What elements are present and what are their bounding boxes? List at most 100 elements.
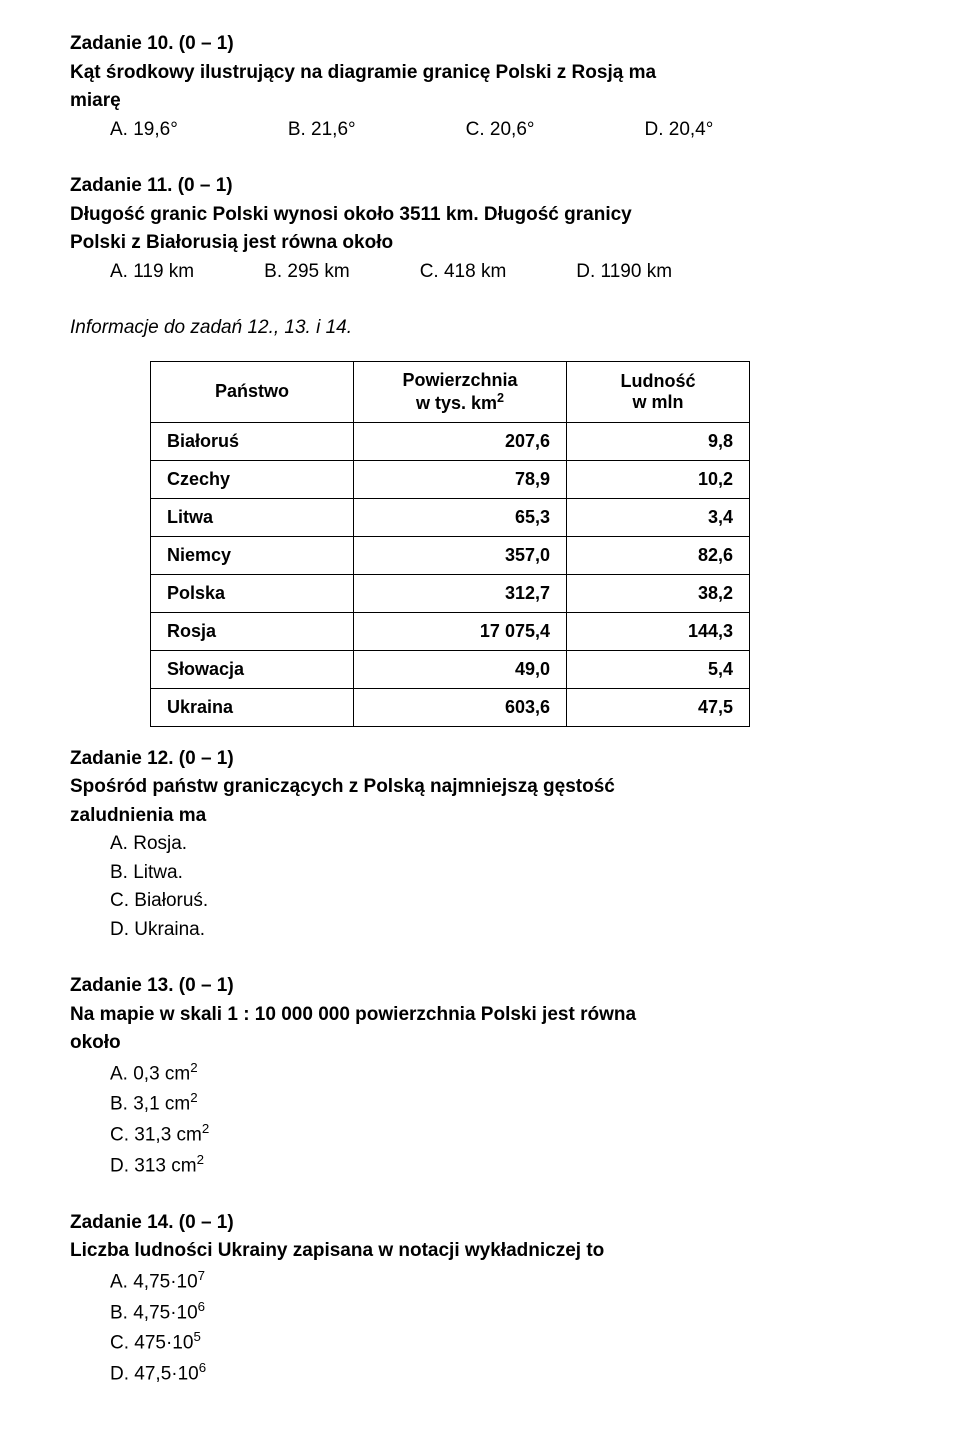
task-10-opt-b: B. 21,6° bbox=[288, 116, 356, 145]
opt-d-sup: 2 bbox=[197, 1152, 204, 1167]
opt-b-pre: B. 3,1 cm bbox=[110, 1094, 190, 1115]
table-row: Słowacja 49,0 5,4 bbox=[151, 650, 750, 688]
cell-area: 17 075,4 bbox=[354, 612, 567, 650]
th-pop-l1: Ludność bbox=[621, 371, 696, 391]
cell-pop: 9,8 bbox=[567, 422, 750, 460]
page: Zadanie 10. (0 – 1) Kąt środkowy ilustru… bbox=[0, 0, 960, 1447]
task-13-opt-c: C. 31,3 cm2 bbox=[110, 1119, 890, 1150]
task-11-opt-a: A. 119 km bbox=[110, 258, 194, 287]
table-row: Białoruś 207,6 9,8 bbox=[151, 422, 750, 460]
task-13-options: A. 0,3 cm2 B. 3,1 cm2 C. 31,3 cm2 D. 313… bbox=[110, 1058, 890, 1181]
task-14-opt-a: A. 4,75·107 bbox=[110, 1266, 890, 1297]
opt-b-sup: 6 bbox=[198, 1299, 205, 1314]
task-10-title: Zadanie 10. (0 – 1) bbox=[70, 30, 890, 59]
task-11-opt-b: B. 295 km bbox=[264, 258, 350, 287]
cell-country: Białoruś bbox=[151, 422, 354, 460]
task-13-opt-a: A. 0,3 cm2 bbox=[110, 1058, 890, 1089]
task-10-body-l2: miarę bbox=[70, 87, 890, 116]
cell-area: 603,6 bbox=[354, 688, 567, 726]
opt-c-sup: 5 bbox=[193, 1329, 200, 1344]
cell-country: Ukraina bbox=[151, 688, 354, 726]
task-14-opt-d: D. 47,5·106 bbox=[110, 1358, 890, 1389]
th-pop: Ludność w mln bbox=[567, 361, 750, 422]
task-13-body-l1: Na mapie w skali 1 : 10 000 000 powierzc… bbox=[70, 1001, 890, 1030]
opt-a-sup: 7 bbox=[198, 1268, 205, 1283]
th-country: Państwo bbox=[151, 361, 354, 422]
task-14-body: Liczba ludności Ukrainy zapisana w notac… bbox=[70, 1237, 890, 1266]
task-12-opt-b: B. Litwa. bbox=[110, 859, 890, 888]
th-area-sup: 2 bbox=[497, 391, 504, 405]
table-row: Litwa 65,3 3,4 bbox=[151, 498, 750, 536]
task-10-opt-a: A. 19,6° bbox=[110, 116, 178, 145]
task-10-body-l1: Kąt środkowy ilustrujący na diagramie gr… bbox=[70, 59, 890, 88]
cell-country: Słowacja bbox=[151, 650, 354, 688]
table-row: Niemcy 357,0 82,6 bbox=[151, 536, 750, 574]
cell-pop: 3,4 bbox=[567, 498, 750, 536]
task-11: Zadanie 11. (0 – 1) Długość granic Polsk… bbox=[70, 172, 890, 286]
task-12-opt-a: A. Rosja. bbox=[110, 830, 890, 859]
opt-c-pre: C. 475·10 bbox=[110, 1333, 193, 1354]
cell-pop: 144,3 bbox=[567, 612, 750, 650]
cell-pop: 10,2 bbox=[567, 460, 750, 498]
opt-a-sup: 2 bbox=[190, 1060, 197, 1075]
task-11-opt-c: C. 418 km bbox=[420, 258, 507, 287]
opt-b-pre: B. 4,75·10 bbox=[110, 1302, 198, 1323]
opt-c-sup: 2 bbox=[202, 1121, 209, 1136]
task-14-options: A. 4,75·107 B. 4,75·106 C. 475·105 D. 47… bbox=[110, 1266, 890, 1389]
task-12-body-l1: Spośród państw graniczących z Polską naj… bbox=[70, 773, 890, 802]
task-10-opt-d: D. 20,4° bbox=[644, 116, 713, 145]
cell-country: Rosja bbox=[151, 612, 354, 650]
cell-area: 207,6 bbox=[354, 422, 567, 460]
table-row: Rosja 17 075,4 144,3 bbox=[151, 612, 750, 650]
table-row: Polska 312,7 38,2 bbox=[151, 574, 750, 612]
table-row: Ukraina 603,6 47,5 bbox=[151, 688, 750, 726]
task-11-title: Zadanie 11. (0 – 1) bbox=[70, 172, 890, 201]
th-area: Powierzchnia w tys. km2 bbox=[354, 361, 567, 422]
opt-d-pre: D. 47,5·10 bbox=[110, 1364, 199, 1385]
th-pop-l2: w mln bbox=[632, 392, 683, 412]
task-14-opt-b: B. 4,75·106 bbox=[110, 1297, 890, 1328]
task-11-body-l1: Długość granic Polski wynosi około 3511 … bbox=[70, 201, 890, 230]
cell-pop: 47,5 bbox=[567, 688, 750, 726]
cell-country: Niemcy bbox=[151, 536, 354, 574]
cell-area: 357,0 bbox=[354, 536, 567, 574]
task-13: Zadanie 13. (0 – 1) Na mapie w skali 1 :… bbox=[70, 972, 890, 1181]
task-12-title: Zadanie 12. (0 – 1) bbox=[70, 745, 890, 774]
task-11-body-l2: Polski z Białorusią jest równa około bbox=[70, 229, 890, 258]
table-header-row: Państwo Powierzchnia w tys. km2 Ludność … bbox=[151, 361, 750, 422]
th-area-l1: Powierzchnia bbox=[402, 370, 517, 390]
cell-country: Polska bbox=[151, 574, 354, 612]
task-12-opt-c: C. Białoruś. bbox=[110, 887, 890, 916]
task-12: Zadanie 12. (0 – 1) Spośród państw grani… bbox=[70, 745, 890, 945]
cell-area: 49,0 bbox=[354, 650, 567, 688]
task-12-options: A. Rosja. B. Litwa. C. Białoruś. D. Ukra… bbox=[110, 830, 890, 944]
cell-country: Litwa bbox=[151, 498, 354, 536]
task-10: Zadanie 10. (0 – 1) Kąt środkowy ilustru… bbox=[70, 30, 890, 144]
task-14-title: Zadanie 14. (0 – 1) bbox=[70, 1209, 890, 1238]
cell-area: 65,3 bbox=[354, 498, 567, 536]
opt-a-pre: A. 4,75·10 bbox=[110, 1271, 198, 1292]
cell-area: 78,9 bbox=[354, 460, 567, 498]
task-13-body-l2: około bbox=[70, 1029, 890, 1058]
task-14-opt-c: C. 475·105 bbox=[110, 1327, 890, 1358]
cell-pop: 5,4 bbox=[567, 650, 750, 688]
task-12-opt-d: D. Ukraina. bbox=[110, 916, 890, 945]
opt-c-pre: C. 31,3 cm bbox=[110, 1124, 202, 1145]
cell-pop: 38,2 bbox=[567, 574, 750, 612]
task-11-options: A. 119 km B. 295 km C. 418 km D. 1190 km bbox=[110, 258, 890, 287]
task-11-opt-d: D. 1190 km bbox=[576, 258, 672, 287]
opt-b-sup: 2 bbox=[190, 1090, 197, 1105]
opt-d-pre: D. 313 cm bbox=[110, 1155, 197, 1176]
task-14: Zadanie 14. (0 – 1) Liczba ludności Ukra… bbox=[70, 1209, 890, 1389]
th-area-l2: w tys. km bbox=[416, 393, 497, 413]
opt-d-sup: 6 bbox=[199, 1360, 206, 1375]
info-note: Informacje do zadań 12., 13. i 14. bbox=[70, 314, 890, 343]
task-10-opt-c: C. 20,6° bbox=[466, 116, 535, 145]
task-13-title: Zadanie 13. (0 – 1) bbox=[70, 972, 890, 1001]
cell-country: Czechy bbox=[151, 460, 354, 498]
task-12-body-l2: zaludnienia ma bbox=[70, 802, 890, 831]
cell-area: 312,7 bbox=[354, 574, 567, 612]
task-13-opt-d: D. 313 cm2 bbox=[110, 1150, 890, 1181]
cell-pop: 82,6 bbox=[567, 536, 750, 574]
task-13-opt-b: B. 3,1 cm2 bbox=[110, 1088, 890, 1119]
